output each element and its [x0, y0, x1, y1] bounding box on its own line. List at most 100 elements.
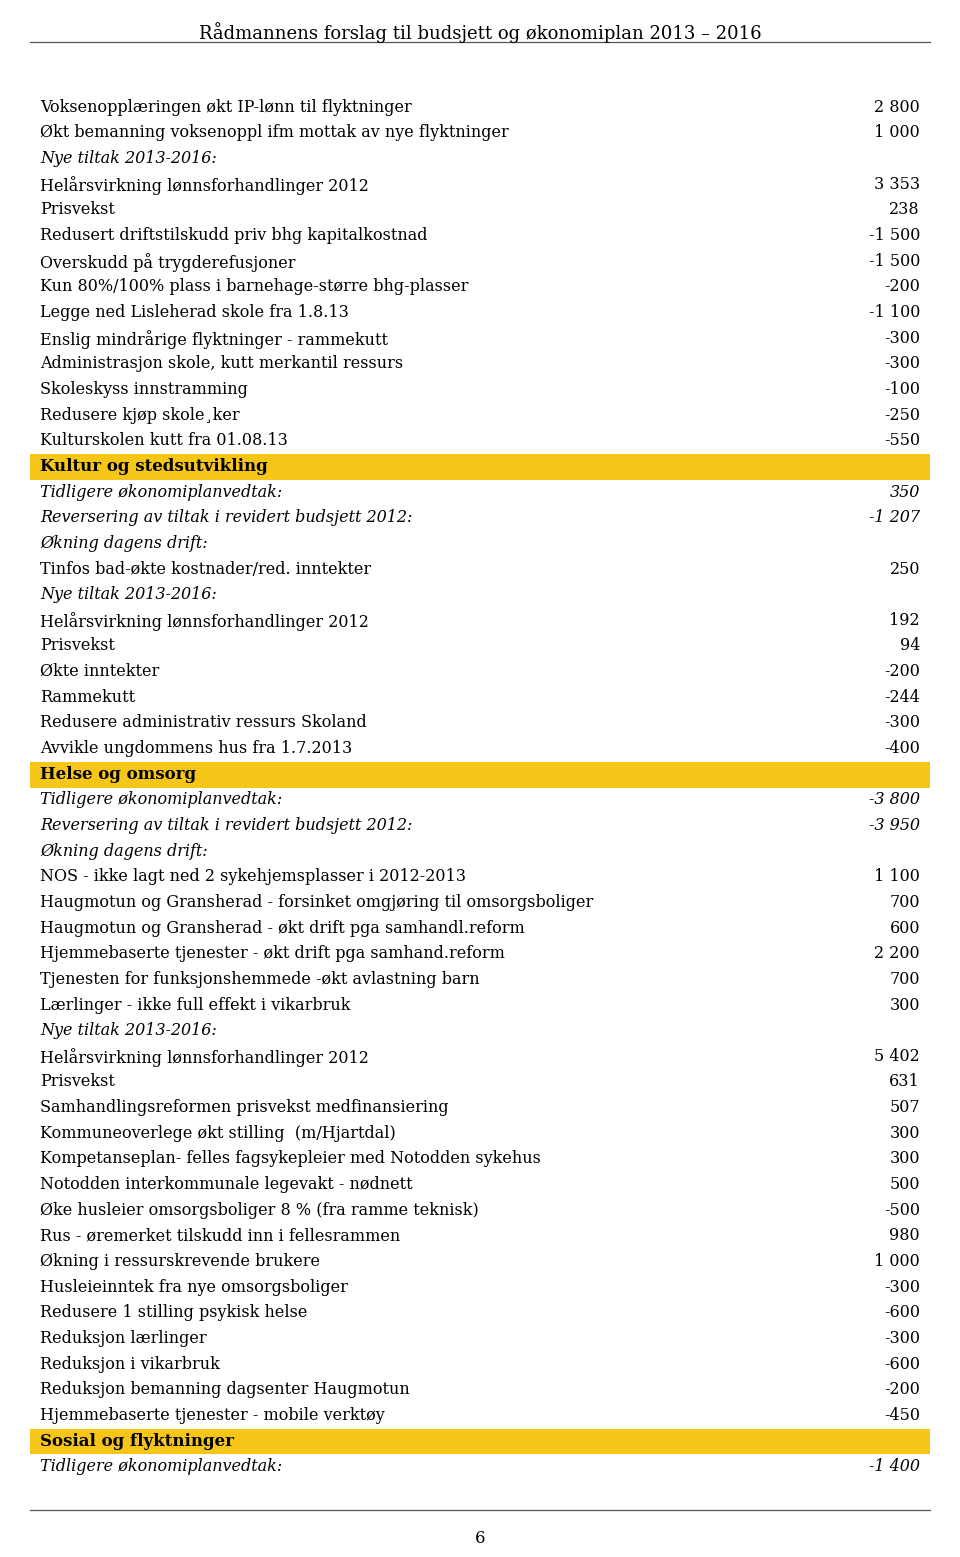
Text: Reduksjon i vikarbruk: Reduksjon i vikarbruk: [40, 1356, 220, 1373]
Text: Kun 80%/100% plass i barnehage-større bhg-plasser: Kun 80%/100% plass i barnehage-større bh…: [40, 279, 468, 296]
Text: 350: 350: [890, 484, 920, 500]
Text: 250: 250: [890, 561, 920, 578]
Text: -300: -300: [884, 330, 920, 347]
Text: -250: -250: [884, 406, 920, 424]
Text: Helårsvirkning lønnsforhandlinger 2012: Helårsvirkning lønnsforhandlinger 2012: [40, 176, 369, 195]
Text: Helårsvirkning lønnsforhandlinger 2012: Helårsvirkning lønnsforhandlinger 2012: [40, 1048, 369, 1067]
Text: Haugmotun og Gransherad - forsinket omgjøring til omsorgsboliger: Haugmotun og Gransherad - forsinket omgj…: [40, 894, 593, 911]
Text: Tinfos bad-økte kostnader/red. inntekter: Tinfos bad-økte kostnader/red. inntekter: [40, 561, 372, 578]
Text: 700: 700: [890, 972, 920, 987]
Text: 6: 6: [475, 1531, 485, 1548]
Text: -500: -500: [884, 1202, 920, 1219]
Text: 300: 300: [890, 1151, 920, 1168]
Text: Prisvekst: Prisvekst: [40, 637, 115, 654]
Text: -600: -600: [884, 1305, 920, 1322]
Text: Økt bemanning voksenoppl ifm mottak av nye flyktninger: Økt bemanning voksenoppl ifm mottak av n…: [40, 125, 509, 142]
Text: Reduksjon bemanning dagsenter Haugmotun: Reduksjon bemanning dagsenter Haugmotun: [40, 1381, 410, 1398]
Text: 94: 94: [900, 637, 920, 654]
Text: -450: -450: [884, 1408, 920, 1425]
Text: Økning dagens drift:: Økning dagens drift:: [40, 536, 207, 551]
Text: Helse og omsorg: Helse og omsorg: [40, 766, 196, 783]
Text: Legge ned Lisleherad skole fra 1.8.13: Legge ned Lisleherad skole fra 1.8.13: [40, 304, 348, 321]
Text: Overskudd på trygderefusjoner: Overskudd på trygderefusjoner: [40, 252, 296, 271]
Text: Skoleskyss innstramming: Skoleskyss innstramming: [40, 381, 248, 399]
Text: 5 402: 5 402: [875, 1048, 920, 1065]
Text: Administrasjon skole, kutt merkantil ressurs: Administrasjon skole, kutt merkantil res…: [40, 355, 403, 372]
Text: -100: -100: [884, 381, 920, 399]
Text: Samhandlingsreformen prisvekst medfinansiering: Samhandlingsreformen prisvekst medfinans…: [40, 1099, 448, 1116]
Text: Kompetanseplan- felles fagsykepleier med Notodden sykehus: Kompetanseplan- felles fagsykepleier med…: [40, 1151, 540, 1168]
Text: Reversering av tiltak i revidert budsjett 2012:: Reversering av tiltak i revidert budsjet…: [40, 509, 413, 526]
Text: -300: -300: [884, 715, 920, 732]
Text: Tidligere økonomiplanvedtak:: Tidligere økonomiplanvedtak:: [40, 484, 282, 500]
Text: Rådmannens forslag til budsjett og økonomiplan 2013 – 2016: Rådmannens forslag til budsjett og økono…: [199, 22, 761, 44]
Text: -550: -550: [884, 433, 920, 450]
Text: 300: 300: [890, 1124, 920, 1141]
Bar: [30, 455, 930, 480]
Text: -1 500: -1 500: [869, 227, 920, 244]
Text: Enslig mindrårige flyktninger - rammekutt: Enslig mindrårige flyktninger - rammekut…: [40, 330, 388, 349]
Text: Reduksjon lærlinger: Reduksjon lærlinger: [40, 1330, 206, 1347]
Text: 2 200: 2 200: [875, 945, 920, 962]
Text: Redusere 1 stilling psykisk helse: Redusere 1 stilling psykisk helse: [40, 1305, 307, 1322]
Text: Hjemmebaserte tjenester - mobile verktøy: Hjemmebaserte tjenester - mobile verktøy: [40, 1408, 385, 1425]
Text: Haugmotun og Gransherad - økt drift pga samhandl.reform: Haugmotun og Gransherad - økt drift pga …: [40, 920, 525, 937]
Text: -600: -600: [884, 1356, 920, 1373]
Text: Rus - øremerket tilskudd inn i fellesrammen: Rus - øremerket tilskudd inn i fellesram…: [40, 1227, 400, 1244]
Text: Nye tiltak 2013-2016:: Nye tiltak 2013-2016:: [40, 585, 217, 603]
Text: 700: 700: [890, 894, 920, 911]
Text: -200: -200: [884, 1381, 920, 1398]
Text: Kulturskolen kutt fra 01.08.13: Kulturskolen kutt fra 01.08.13: [40, 433, 288, 450]
Text: Husleieinntek fra nye omsorgsboliger: Husleieinntek fra nye omsorgsboliger: [40, 1278, 348, 1295]
Bar: [30, 1429, 930, 1454]
Text: Prisvekst: Prisvekst: [40, 1073, 115, 1090]
Text: 3 353: 3 353: [874, 176, 920, 193]
Text: Nye tiltak 2013-2016:: Nye tiltak 2013-2016:: [40, 149, 217, 167]
Text: 1 000: 1 000: [875, 125, 920, 142]
Text: -300: -300: [884, 355, 920, 372]
Text: 980: 980: [889, 1227, 920, 1244]
Text: Redusere administrativ ressurs Skoland: Redusere administrativ ressurs Skoland: [40, 715, 367, 732]
Text: -300: -300: [884, 1278, 920, 1295]
Text: Sosial og flyktninger: Sosial og flyktninger: [40, 1432, 234, 1450]
Text: Økning i ressurskrevende brukere: Økning i ressurskrevende brukere: [40, 1253, 320, 1271]
Text: Avvikle ungdommens hus fra 1.7.2013: Avvikle ungdommens hus fra 1.7.2013: [40, 740, 352, 757]
Text: 300: 300: [890, 996, 920, 1014]
Text: Økning dagens drift:: Økning dagens drift:: [40, 842, 207, 859]
Text: Prisvekst: Prisvekst: [40, 201, 115, 218]
Text: Helårsvirkning lønnsforhandlinger 2012: Helårsvirkning lønnsforhandlinger 2012: [40, 612, 369, 631]
Text: Tidligere økonomiplanvedtak:: Tidligere økonomiplanvedtak:: [40, 791, 282, 808]
Text: Kommuneoverlege økt stilling  (m/Hjartdal): Kommuneoverlege økt stilling (m/Hjartdal…: [40, 1124, 396, 1141]
Text: Lærlinger - ikke full effekt i vikarbruk: Lærlinger - ikke full effekt i vikarbruk: [40, 996, 350, 1014]
Text: Notodden interkommunale legevakt - nødnett: Notodden interkommunale legevakt - nødne…: [40, 1176, 413, 1193]
Text: Nye tiltak 2013-2016:: Nye tiltak 2013-2016:: [40, 1023, 217, 1039]
Text: Redusere kjøp skole¸ker: Redusere kjøp skole¸ker: [40, 406, 240, 424]
Text: -1 207: -1 207: [869, 509, 920, 526]
Text: -3 800: -3 800: [869, 791, 920, 808]
Text: -400: -400: [884, 740, 920, 757]
Text: -1 100: -1 100: [869, 304, 920, 321]
Bar: [30, 761, 930, 788]
Text: 500: 500: [890, 1176, 920, 1193]
Text: Tjenesten for funksjonshemmede -økt avlastning barn: Tjenesten for funksjonshemmede -økt avla…: [40, 972, 480, 987]
Text: -1 500: -1 500: [869, 252, 920, 269]
Text: Voksenopplæringen økt IP-lønn til flyktninger: Voksenopplæringen økt IP-lønn til flyktn…: [40, 98, 412, 115]
Text: Tidligere økonomiplanvedtak:: Tidligere økonomiplanvedtak:: [40, 1459, 282, 1474]
Text: Kultur og stedsutvikling: Kultur og stedsutvikling: [40, 458, 268, 475]
Text: Øke husleier omsorgsboliger 8 % (fra ramme teknisk): Øke husleier omsorgsboliger 8 % (fra ram…: [40, 1202, 479, 1219]
Text: 2 800: 2 800: [875, 98, 920, 115]
Text: -1 400: -1 400: [869, 1459, 920, 1474]
Text: Hjemmebaserte tjenester - økt drift pga samhand.reform: Hjemmebaserte tjenester - økt drift pga …: [40, 945, 505, 962]
Text: -244: -244: [884, 688, 920, 705]
Text: Økte inntekter: Økte inntekter: [40, 663, 159, 680]
Text: 600: 600: [890, 920, 920, 937]
Text: 238: 238: [889, 201, 920, 218]
Text: Redusert driftstilskudd priv bhg kapitalkostnad: Redusert driftstilskudd priv bhg kapital…: [40, 227, 427, 244]
Text: 192: 192: [889, 612, 920, 629]
Text: Rammekutt: Rammekutt: [40, 688, 135, 705]
Text: -300: -300: [884, 1330, 920, 1347]
Text: 1 000: 1 000: [875, 1253, 920, 1271]
Text: NOS - ikke lagt ned 2 sykehjemsplasser i 2012-2013: NOS - ikke lagt ned 2 sykehjemsplasser i…: [40, 869, 466, 886]
Text: -200: -200: [884, 279, 920, 296]
Text: Reversering av tiltak i revidert budsjett 2012:: Reversering av tiltak i revidert budsjet…: [40, 817, 413, 835]
